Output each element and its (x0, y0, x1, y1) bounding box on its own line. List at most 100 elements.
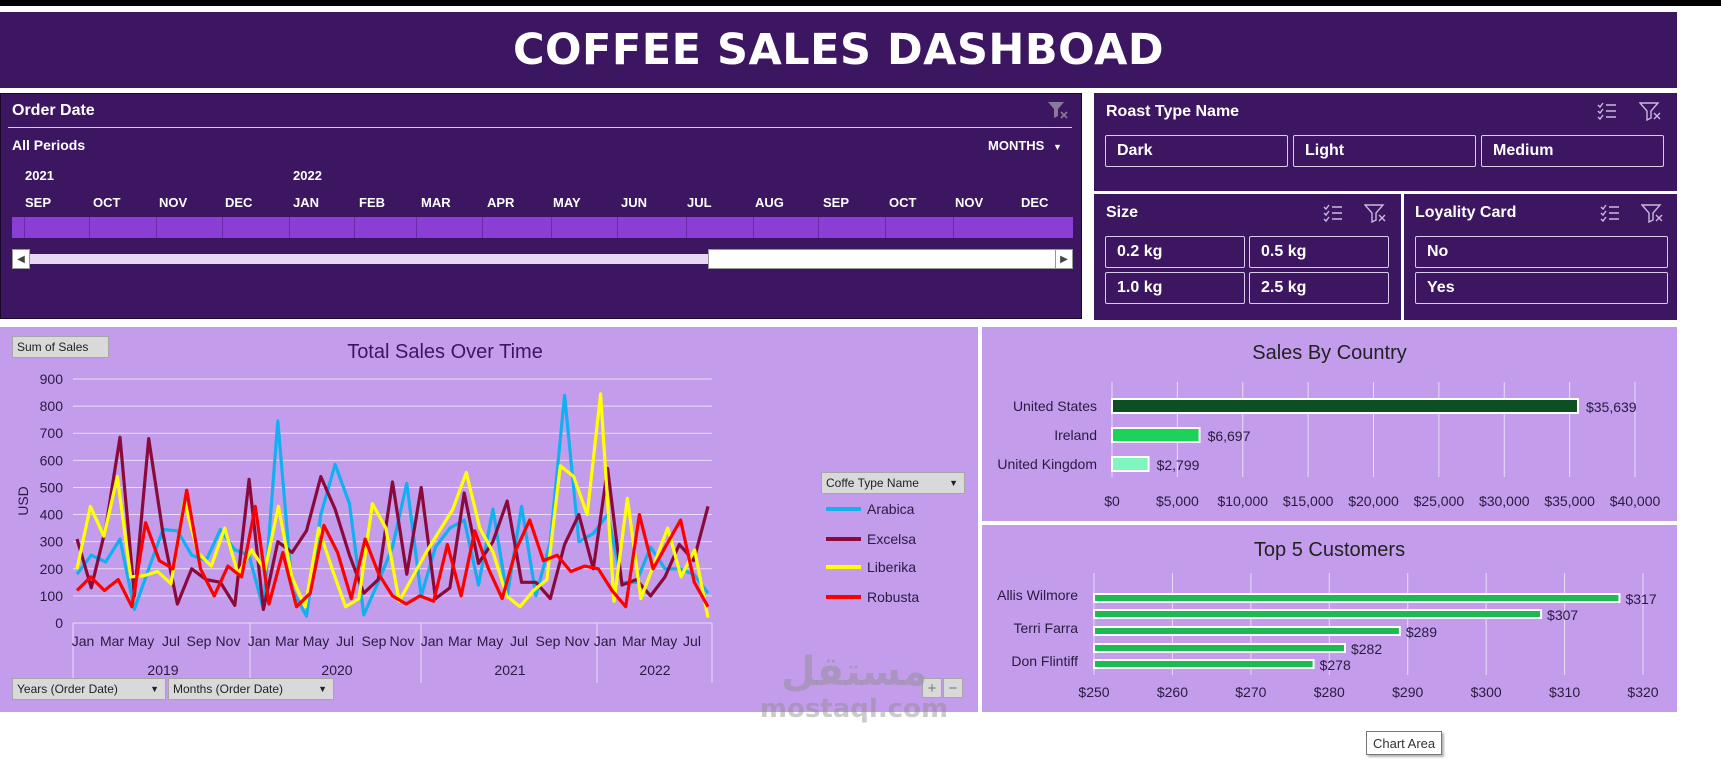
roast-option-medium[interactable]: Medium (1481, 135, 1664, 167)
timeline-month-divider (354, 217, 355, 238)
timeline-divider (8, 127, 1072, 128)
country-bar[interactable] (1111, 456, 1150, 472)
timeline-month-label[interactable]: JUN (621, 195, 648, 210)
timeline-month-label[interactable]: DEC (1021, 195, 1049, 210)
customer-label: Terri Farra (1013, 620, 1078, 636)
y-tick-label: 500 (40, 479, 64, 495)
scroll-thumb[interactable] (708, 249, 1058, 269)
timeline-month-divider (953, 217, 954, 238)
year-label: 2019 (147, 662, 178, 678)
x-tick-label: Mar (275, 633, 299, 649)
scroll-track[interactable] (30, 254, 715, 264)
x-tick-label: $260 (1157, 684, 1188, 700)
sales-by-country-chart[interactable]: Sales By Country $0 $5,000 $10,000 $15,000 $… (982, 327, 1677, 521)
timeline-month-divider (686, 217, 687, 238)
collapse-field-icon[interactable]: − (943, 678, 963, 698)
customers-chart-plot[interactable]: $250 $260 $270 $280 $290 $300 $310 $320 Allis Wi… (982, 525, 1677, 712)
x-tick-label: Nov (565, 633, 590, 649)
timeline-month-label[interactable]: DEC (225, 195, 253, 210)
customer-value-label: $282 (1351, 641, 1382, 657)
country-chart-title: Sales By Country (1252, 342, 1407, 364)
multi-select-icon[interactable] (1596, 101, 1618, 121)
scroll-right-icon[interactable]: ▶ (1055, 249, 1073, 269)
x-tick-label: $310 (1549, 684, 1580, 700)
timeline-month-divider (885, 217, 886, 238)
size-option-0-2kg[interactable]: 0.2 kg (1105, 236, 1245, 268)
country-bar[interactable] (1111, 427, 1201, 443)
x-tick-label: Nov (216, 633, 241, 649)
timeline-month-label[interactable]: APR (487, 195, 515, 210)
customer-bar[interactable] (1093, 626, 1401, 636)
series-line-robusta[interactable] (75, 488, 710, 609)
roast-option-dark[interactable]: Dark (1105, 135, 1288, 167)
timeline-month-divider (222, 217, 223, 238)
timeline-scrollbar[interactable]: ◀ ▶ (12, 249, 1073, 270)
size-option-2-5kg[interactable]: 2.5 kg (1249, 272, 1389, 304)
timeline-period-bar[interactable] (12, 217, 1073, 238)
loyalty-option-no[interactable]: No (1415, 236, 1668, 268)
customer-label: Don Flintiff (1011, 653, 1078, 669)
coffee-type-filter-label: Coffe Type Name (826, 476, 919, 490)
timeline-month-label[interactable]: OCT (889, 195, 917, 210)
multi-select-icon[interactable] (1599, 203, 1621, 223)
loyalty-card-slicer[interactable]: Loyality Card No Yes (1404, 194, 1677, 320)
months-field-button[interactable]: Months (Order Date) ▼ (168, 678, 334, 700)
timeline-month-label[interactable]: SEP (25, 195, 52, 210)
timeline-month-label[interactable]: JUL (687, 195, 712, 210)
customer-bar[interactable] (1093, 609, 1543, 619)
years-field-label: Years (Order Date) (17, 682, 118, 696)
timeline-month-label[interactable]: AUG (755, 195, 784, 210)
series-line-arabica[interactable] (75, 393, 710, 618)
timeline-month-label[interactable]: MAY (553, 195, 581, 210)
customer-label: Allis Wilmore (997, 587, 1078, 603)
timeline-month-label[interactable]: JAN (293, 195, 320, 210)
country-bar[interactable] (1111, 398, 1579, 414)
clear-filter-icon[interactable] (1047, 100, 1069, 120)
timeline-month-label[interactable]: NOV (159, 195, 188, 210)
order-date-timeline[interactable]: Order Date All Periods MONTHS ▼ 2021 202… (0, 93, 1082, 319)
x-tick-label: Jul (510, 633, 528, 649)
year-label: 2022 (639, 662, 670, 678)
y-tick-label: 800 (40, 398, 64, 414)
x-tick-label: Sep (362, 633, 387, 649)
timeline-month-label[interactable]: OCT (93, 195, 121, 210)
dropdown-arrow-icon: ▼ (150, 684, 159, 694)
total-sales-chart[interactable]: Sum of Sales Total Sales Over Time 0 100 2… (0, 327, 978, 712)
customer-bar[interactable] (1093, 593, 1621, 603)
customer-bar[interactable] (1093, 659, 1315, 669)
loyalty-option-yes[interactable]: Yes (1415, 272, 1668, 304)
timeline-month-label[interactable]: FEB (359, 195, 385, 210)
expand-field-icon[interactable]: + (922, 678, 942, 698)
watermark: مستقل mostaql.com (754, 650, 954, 724)
clear-filter-icon[interactable] (1364, 203, 1386, 223)
multi-select-icon[interactable] (1322, 203, 1344, 223)
clear-filter-icon[interactable] (1641, 203, 1663, 223)
timeline-month-divider (416, 217, 417, 238)
roast-option-light[interactable]: Light (1293, 135, 1476, 167)
size-slicer[interactable]: Size 0.2 kg 0.5 kg 1.0 kg 2.5 kg (1094, 194, 1401, 320)
period-label: All Periods (12, 137, 86, 153)
size-option-1-0kg[interactable]: 1.0 kg (1105, 272, 1245, 304)
timeline-month-label[interactable]: SEP (823, 195, 850, 210)
top-customers-chart[interactable]: Top 5 Customers $250 $260 $270 $280 $290 $300… (982, 525, 1677, 712)
customer-bar[interactable] (1093, 643, 1346, 653)
time-level-dropdown[interactable]: MONTHS ▼ (988, 138, 1062, 153)
scroll-left-icon[interactable]: ◀ (12, 249, 30, 269)
roast-type-slicer[interactable]: Roast Type Name Dark Light Medium (1094, 93, 1677, 191)
size-option-0-5kg[interactable]: 0.5 kg (1249, 236, 1389, 268)
coffee-type-filter-button[interactable]: Coffe Type Name ▼ (821, 472, 965, 494)
timeline-title: Order Date (12, 102, 95, 119)
timeline-month-label[interactable]: NOV (955, 195, 984, 210)
country-chart-plot[interactable]: $0 $5,000 $10,000 $15,000 $20,000 $25,000 $30,… (982, 327, 1677, 521)
clear-filter-icon[interactable] (1639, 101, 1661, 121)
years-field-button[interactable]: Years (Order Date) ▼ (12, 678, 166, 700)
country-value-label: $6,697 (1208, 428, 1251, 444)
x-tick-label: Jul (162, 633, 180, 649)
x-tick-label: $320 (1627, 684, 1658, 700)
series-line-excelsa[interactable] (75, 435, 710, 611)
watermark-latin: mostaql.com (759, 694, 949, 724)
sum-of-sales-button[interactable]: Sum of Sales (12, 336, 109, 358)
line-chart-plot[interactable]: 0 100 200 300 400 500 600 700 800 900 USD 2019 2020 2… (0, 327, 978, 712)
x-tick-label: Sep (187, 633, 212, 649)
timeline-month-label[interactable]: MAR (421, 195, 451, 210)
